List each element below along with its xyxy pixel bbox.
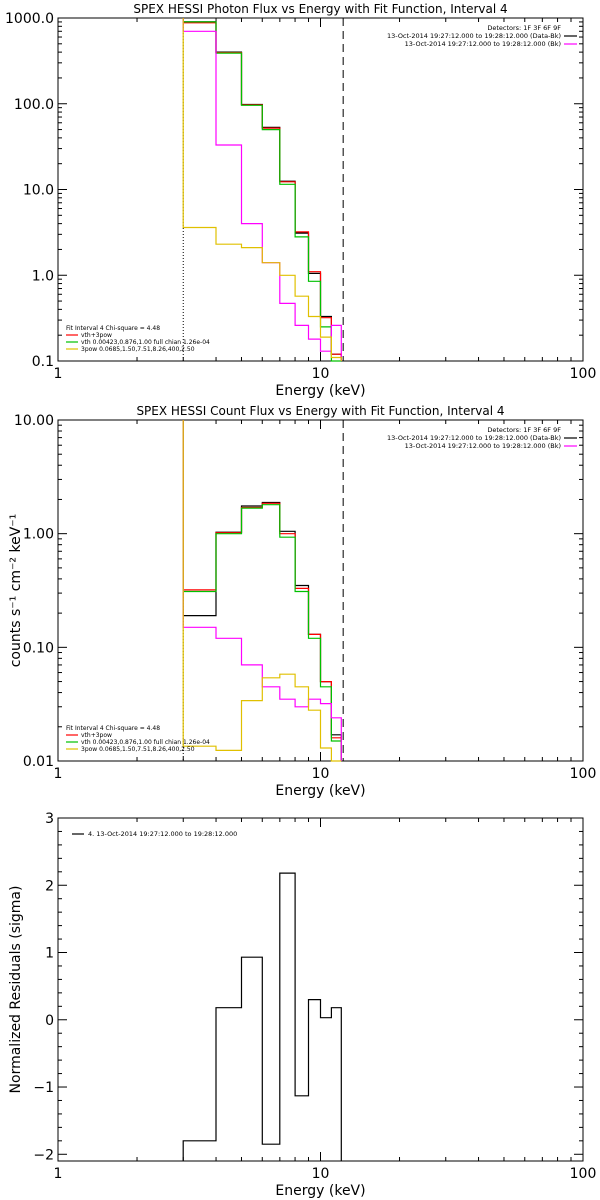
y-tick-label: 1 bbox=[45, 946, 54, 962]
y-tick-label: −1 bbox=[33, 1080, 54, 1096]
x-tick-label: 10 bbox=[312, 1166, 330, 1182]
y-tick-label: 0.1 bbox=[32, 354, 54, 370]
series-line-2 bbox=[182, 18, 342, 361]
y-tick-label: 1.0 bbox=[32, 268, 54, 284]
detector-annotation: 13-Oct-2014 19:27:12.000 to 19:28:12.000… bbox=[405, 40, 561, 48]
legend-header: Fit Interval 4 Chi-square = 4.48 bbox=[66, 325, 160, 332]
legend-entry: vth 0.00423,0.876,1.00 full chian 1.26e-… bbox=[81, 739, 210, 746]
y-tick-label: 1000.0 bbox=[5, 11, 54, 27]
y-tick-label: 100.0 bbox=[14, 97, 54, 113]
series-line-3 bbox=[182, 420, 342, 761]
x-tick-label: 10 bbox=[312, 366, 330, 382]
x-axis-label: Energy (keV) bbox=[275, 1183, 365, 1199]
detector-annotation: Detectors: 1F 3F 6F 9F bbox=[487, 24, 561, 32]
plot-frame bbox=[57, 817, 584, 1162]
y-tick-label: 0.01 bbox=[23, 754, 54, 770]
chart-panel-3: 1 10 100 −2 −1 0 1 2 3 Energy (keV) Normalized Res… bbox=[8, 811, 596, 1199]
series-line-4 bbox=[182, 420, 342, 761]
series-line-1 bbox=[182, 872, 342, 1161]
detector-annotation: 13-Oct-2014 19:27:12.000 to 19:28:12.000… bbox=[387, 434, 561, 442]
series-line-2 bbox=[182, 420, 342, 761]
detector-annotation: 13-Oct-2014 19:27:12.000 to 19:28:12.000… bbox=[387, 32, 561, 40]
chart-panel-1: 1 10 100 0.1 1.0 10.0 100.0 1000.0 SPEX HESSI Ph… bbox=[5, 2, 596, 399]
series-line-5 bbox=[182, 18, 342, 361]
chart-title: SPEX HESSI Photon Flux vs Energy with Fi… bbox=[133, 2, 507, 16]
series-line-5 bbox=[182, 420, 342, 762]
y-tick-label: 2 bbox=[45, 878, 54, 894]
legend-entry: vth+3pow bbox=[81, 332, 112, 339]
legend-entry: vth+3pow bbox=[81, 732, 112, 739]
series-line-1 bbox=[182, 18, 342, 361]
detector-annotation: Detectors: 1F 3F 6F 9F bbox=[487, 426, 561, 434]
series-line-3 bbox=[182, 18, 342, 362]
y-tick-label: 10.0 bbox=[23, 183, 54, 199]
chart-panel-2: 1 10 100 0.01 0.10 1.00 10.00 SPEX HESSI Count … bbox=[8, 404, 596, 799]
x-axis-label: Energy (keV) bbox=[275, 383, 365, 399]
y-tick-label: 0 bbox=[45, 1013, 54, 1029]
legend-entry: 3pow 0.0685,1.50,7.51,8.26,400,2.50 bbox=[81, 346, 195, 353]
series-line-4 bbox=[182, 18, 342, 361]
y-tick-label: 1.00 bbox=[23, 527, 54, 543]
x-tick-label: 100 bbox=[570, 766, 597, 782]
legend-entry: 4. 13-Oct-2014 19:27:12.000 to 19:28:12.… bbox=[88, 830, 237, 838]
y-tick-label: −2 bbox=[33, 1147, 54, 1163]
y-tick-label: 10.00 bbox=[14, 413, 54, 429]
detector-annotation: 13-Oct-2014 19:27:12.000 to 19:28:12.000… bbox=[405, 442, 561, 450]
y-tick-label: 0.10 bbox=[23, 640, 54, 656]
x-tick-label: 1 bbox=[54, 1166, 63, 1182]
x-tick-label: 100 bbox=[570, 1166, 597, 1182]
y-tick-label: 3 bbox=[45, 811, 54, 827]
legend-entry: 3pow 0.0685,1.50,7.51,8.26,400,2.50 bbox=[81, 746, 195, 753]
x-tick-label: 10 bbox=[312, 766, 330, 782]
y-axis-label: counts s⁻¹ cm⁻² keV⁻¹ bbox=[8, 514, 24, 668]
x-tick-label: 100 bbox=[570, 366, 597, 382]
x-tick-label: 1 bbox=[54, 766, 63, 782]
legend-entry: vth 0.00423,0.876,1.00 full chian 1.26e-… bbox=[81, 339, 210, 346]
legend-header: Fit Interval 4 Chi-square = 4.48 bbox=[66, 725, 160, 732]
x-tick-label: 1 bbox=[54, 366, 63, 382]
y-axis-label: Normalized Residuals (sigma) bbox=[8, 886, 24, 1094]
x-axis-label: Energy (keV) bbox=[275, 783, 365, 799]
chart-title: SPEX HESSI Count Flux vs Energy with Fit… bbox=[136, 404, 504, 418]
